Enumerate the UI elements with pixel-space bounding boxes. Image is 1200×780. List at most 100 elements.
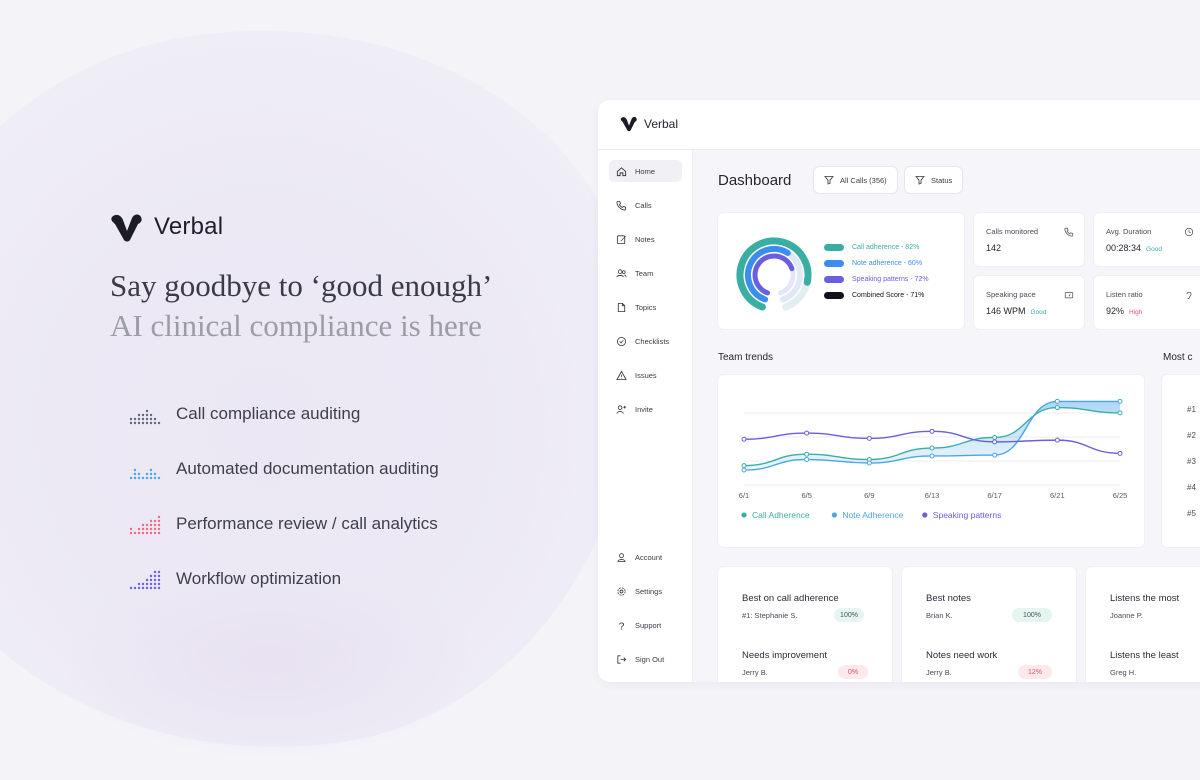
icon-dot: [145, 472, 149, 475]
stat-number: 00:28:34: [1106, 243, 1142, 253]
legend-item: Call adherence - 82%: [824, 239, 929, 255]
sidebar-item-sign-out[interactable]: Sign Out: [609, 648, 682, 670]
legend-swatch: [824, 259, 844, 267]
icon-dot: [133, 531, 137, 534]
app-window: Verbal Home Calls Notes Team Topics Chec…: [598, 100, 1200, 682]
top-bar: Verbal: [598, 100, 1200, 150]
icon-dot: [137, 421, 141, 424]
data-point[interactable]: [992, 439, 998, 445]
sidebar-item-invite[interactable]: Invite: [609, 398, 682, 420]
score-badge: 0%: [838, 665, 868, 679]
icon-dot: [149, 586, 153, 589]
sidebar-item-topics[interactable]: Topics: [609, 296, 682, 318]
card-name: Brian K.: [926, 611, 953, 620]
icon-dot: [149, 519, 153, 522]
data-point[interactable]: [929, 428, 935, 434]
data-point[interactable]: [1054, 398, 1060, 404]
icon-dot: [133, 476, 137, 479]
icon-dot: [141, 527, 145, 530]
filter-label: Status: [931, 175, 953, 185]
score-badge: 100%: [834, 608, 864, 622]
icon-dot: [157, 531, 161, 534]
icon-dot: [145, 523, 149, 526]
icon-dot: [149, 531, 153, 534]
score-legend: Call adherence - 82% Note adherence - 60…: [824, 239, 929, 303]
legend-dot: [922, 512, 928, 518]
filter-icon: [824, 176, 834, 185]
app-brand[interactable]: Verbal: [620, 115, 678, 132]
card-name: Jerry B.: [742, 668, 768, 677]
icon-dot: [129, 527, 133, 530]
sidebar-item-home[interactable]: Home: [609, 160, 682, 182]
filter-icon: [915, 176, 925, 185]
icon-dot: [137, 586, 141, 589]
sidebar-item-label: Home: [635, 166, 656, 176]
data-point[interactable]: [929, 453, 935, 459]
icon-dot: [149, 421, 153, 424]
document-icon: [617, 302, 626, 312]
data-point[interactable]: [992, 452, 998, 458]
legend-label: Speaking patterns: [933, 510, 1002, 520]
icon-dot: [145, 417, 149, 420]
sidebar-item-support[interactable]: ? Support: [609, 614, 682, 636]
team-trends-chart: 6/1 6/5 6/9 6/13 6/17 6/21 6/25 Call Adherence…: [739, 398, 1127, 520]
icon-dot: [149, 468, 153, 471]
icon-dot: [149, 417, 153, 420]
sidebar-item-settings[interactable]: Settings: [609, 580, 682, 602]
icon-dot: [137, 527, 141, 530]
data-point[interactable]: [804, 451, 810, 457]
icon-dot: [157, 574, 161, 577]
notes-summary-card: Best notes Brian K. 100% Notes need work…: [901, 566, 1077, 682]
sidebar-item-account[interactable]: Account: [609, 546, 682, 568]
icon-dot: [137, 472, 141, 475]
sidebar-item-issues[interactable]: Issues: [609, 364, 682, 386]
ring-arc: [736, 237, 812, 311]
score-badge: 100%: [1012, 608, 1052, 622]
icon-dot: [145, 531, 149, 534]
legend-label: Speaking patterns - 72%: [852, 275, 929, 283]
data-point[interactable]: [1117, 450, 1123, 456]
all-calls-filter[interactable]: All Calls (356): [813, 166, 898, 194]
icon-dot: [141, 582, 145, 585]
legend-item: Combined Score - 71%: [824, 287, 929, 303]
page-title: Dashboard: [718, 172, 792, 189]
sidebar-item-team[interactable]: Team: [609, 262, 682, 284]
status-filter[interactable]: Status: [904, 166, 964, 194]
sidebar-item-checklists[interactable]: Checklists: [609, 330, 682, 352]
data-point[interactable]: [1117, 410, 1123, 416]
stat-number: 92%: [1106, 306, 1125, 316]
data-point[interactable]: [741, 463, 747, 469]
data-point[interactable]: [1054, 437, 1060, 443]
sidebar-item-label: Issues: [635, 370, 657, 380]
data-point[interactable]: [866, 460, 872, 466]
sidebar-item-calls[interactable]: Calls: [609, 194, 682, 216]
icon-dot: [153, 417, 157, 420]
data-point[interactable]: [992, 434, 998, 440]
icon-dot: [145, 578, 149, 581]
data-point[interactable]: [741, 467, 747, 473]
stat-label: Calls monitored: [986, 227, 1039, 236]
data-point[interactable]: [1054, 405, 1060, 411]
headline: Say goodbye to ‘good enough’: [110, 268, 493, 303]
data-point[interactable]: [804, 430, 810, 436]
stat-card-listen-ratio: Listen ratio 92% High: [1093, 275, 1200, 330]
icon-dot: [141, 417, 145, 420]
check-circle-icon: [616, 336, 627, 346]
main-content: Dashboard All Calls (356) Status Call ad…: [693, 150, 1200, 682]
data-point[interactable]: [741, 436, 747, 442]
sidebar-item-notes[interactable]: Notes: [609, 228, 682, 250]
data-point[interactable]: [1117, 398, 1123, 404]
data-point[interactable]: [929, 445, 935, 451]
data-point[interactable]: [866, 435, 872, 441]
stat-card-speaking-pace: Speaking pace 146 WPM Good: [973, 275, 1085, 330]
icon-dot: [129, 476, 133, 479]
stat-card-avg-duration: Avg. Duration 00:28:34 Good: [1093, 212, 1200, 267]
icon-dot: [157, 582, 161, 585]
icon-dot: [153, 472, 157, 475]
data-point[interactable]: [804, 456, 810, 462]
sidebar-item-label: Invite: [635, 404, 653, 414]
x-tick-label: 6/21: [1050, 491, 1065, 500]
x-tick-label: 6/9: [864, 491, 874, 500]
rank-label: #2: [1187, 431, 1196, 440]
legend-dot: [741, 512, 747, 518]
